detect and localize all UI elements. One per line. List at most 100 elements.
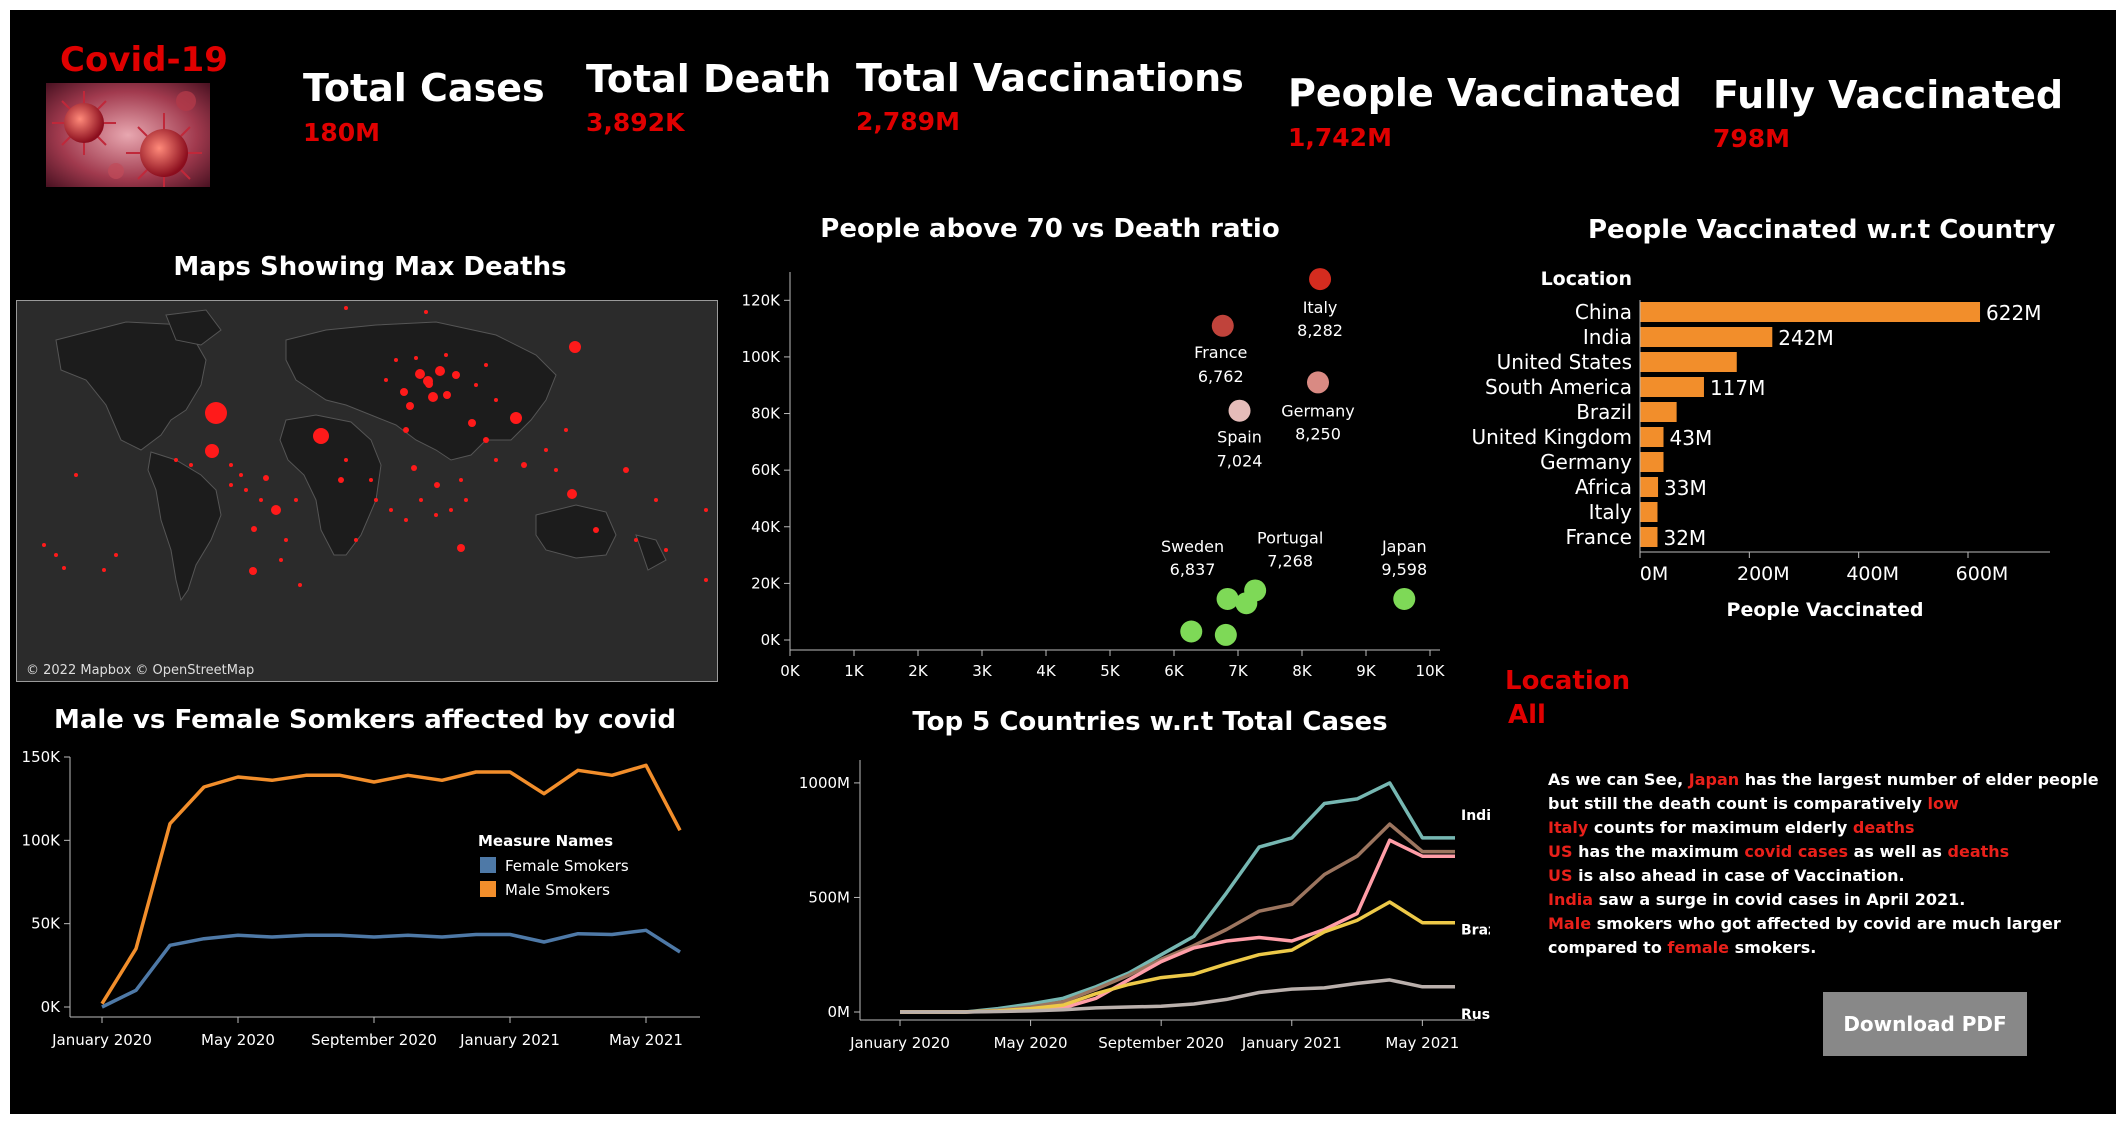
- line-x-tick-label: September 2020: [311, 1031, 437, 1049]
- insight-highlight: US: [1548, 842, 1573, 861]
- scatter-x-tick-label: 8K: [1292, 662, 1313, 680]
- bar[interactable]: [1640, 427, 1664, 447]
- kpi-people-vaccinated-label: People Vaccinated: [1288, 71, 1682, 115]
- legend-title: Measure Names: [478, 832, 613, 850]
- scatter-point[interactable]: [1393, 587, 1416, 610]
- bar-category-label: India: [1583, 325, 1632, 349]
- vaccinated-bar-chart: Location China 622M India 242M United StatesS…: [1471, 268, 2050, 621]
- bar-axis-header: Location: [1541, 268, 1632, 290]
- scatter-point-value: 8,250: [1295, 424, 1341, 443]
- line-series[interactable]: [900, 900, 1455, 1014]
- insight-line: India saw a surge in covid cases in Apri…: [1548, 888, 2116, 912]
- bar[interactable]: [1640, 477, 1659, 497]
- line-x-tick-label: May 2021: [1385, 1034, 1459, 1052]
- location-filter-value[interactable]: All: [1508, 700, 1546, 730]
- bar-data-label: 622M: [1986, 301, 2041, 325]
- bar[interactable]: [1640, 527, 1658, 547]
- scatter-y-tick-label: 100K: [742, 348, 782, 366]
- line-x-tick-label: May 2021: [609, 1031, 683, 1049]
- line-x-tick-label: January 2020: [51, 1031, 152, 1049]
- scatter-y-tick-label: 20K: [751, 574, 781, 592]
- world-map[interactable]: © 2022 Mapbox © OpenStreetMap: [16, 300, 718, 682]
- scatter-x-tick-label: 5K: [1100, 662, 1121, 680]
- kpi-people-vaccinated-value: 1,742M: [1288, 123, 1392, 152]
- scatter-y-tick-label: 0K: [761, 631, 782, 649]
- scatter-point-value: 6,837: [1170, 560, 1216, 579]
- line-y-tick-label: 100K: [22, 831, 62, 849]
- bar[interactable]: [1640, 502, 1658, 522]
- bar-data-label: 43M: [1670, 426, 1713, 450]
- bar[interactable]: [1640, 352, 1737, 372]
- smokers-title: Male vs Female Somkers affected by covid: [53, 705, 677, 735]
- line-x-tick-label: January 2021: [459, 1031, 560, 1049]
- scatter-x-tick-label: 9K: [1356, 662, 1377, 680]
- scatter-point-value: 9,598: [1381, 560, 1427, 579]
- insight-line: Male smokers who got affected by covid a…: [1548, 912, 2116, 960]
- line-series[interactable]: [900, 822, 1455, 1014]
- bar-category-label: Africa: [1575, 475, 1632, 499]
- insight-text: as well as: [1848, 842, 1948, 861]
- scatter-point-name: Sweden: [1161, 537, 1224, 556]
- scatter-point-name: Germany: [1281, 401, 1355, 420]
- scatter-point-value: 7,024: [1217, 452, 1263, 471]
- line-y-tick-label: 0M: [828, 1003, 851, 1021]
- line-series-end-label: Russia: [1461, 1007, 1490, 1023]
- line-x-tick-label: January 2020: [849, 1034, 950, 1052]
- line-x-tick-label: May 2020: [201, 1031, 275, 1049]
- scatter-x-tick-label: 1K: [844, 662, 865, 680]
- map-title: Maps Showing Max Deaths: [173, 252, 567, 282]
- insight-text: has the maximum: [1572, 842, 1745, 861]
- kpi-total-death-label: Total Death: [586, 57, 832, 101]
- insight-text: counts for maximum elderly: [1588, 818, 1853, 837]
- scatter-x-tick-label: 4K: [1036, 662, 1057, 680]
- scatter-point-value: 6,762: [1198, 367, 1244, 386]
- scatter-point[interactable]: [1309, 268, 1332, 291]
- insight-text: is also ahead in case of Vaccination.: [1572, 866, 1905, 885]
- line-series-end-label: Brazil: [1461, 923, 1490, 939]
- scatter-point[interactable]: [1235, 592, 1258, 615]
- line-series[interactable]: [900, 838, 1455, 1014]
- insight-highlight: female: [1667, 938, 1729, 957]
- legend-swatch[interactable]: [480, 881, 496, 897]
- line-y-tick-label: 500M: [808, 888, 850, 906]
- scatter-point[interactable]: [1216, 587, 1239, 610]
- insight-text: smokers.: [1729, 938, 1817, 957]
- smokers-line-chart: 0K 50K 100K 150K January 2020 May 2020 Septemb…: [22, 748, 700, 1049]
- insight-line: US is also ahead in case of Vaccination.: [1548, 864, 2116, 888]
- bar-x-axis-label: People Vaccinated: [1727, 599, 1924, 621]
- kpi-fully-vaccinated-value: 798M: [1713, 124, 1791, 153]
- scatter-point-name: Italy: [1303, 298, 1338, 317]
- insight-highlight: US: [1548, 866, 1573, 885]
- scatter-point-name: Japan: [1381, 537, 1427, 556]
- kpi-total-death-value: 3,892K: [586, 108, 685, 137]
- bar-category-label: United Kingdom: [1471, 425, 1632, 449]
- bar[interactable]: [1640, 402, 1677, 422]
- line-series[interactable]: [900, 978, 1455, 1014]
- line-y-tick-label: 50K: [31, 915, 61, 933]
- line-series[interactable]: [100, 763, 682, 1005]
- line-y-tick-label: 1000M: [799, 774, 850, 792]
- bar[interactable]: [1640, 327, 1773, 347]
- scatter-x-tick-label: 3K: [972, 662, 993, 680]
- scatter-y-tick-label: 120K: [742, 291, 782, 309]
- legend-swatch[interactable]: [480, 857, 496, 873]
- scatter-y-tick-label: 60K: [751, 461, 781, 479]
- scatter-point[interactable]: [1228, 399, 1251, 422]
- bar[interactable]: [1640, 377, 1704, 397]
- scatter-title: People above 70 vs Death ratio: [820, 214, 1280, 244]
- insights-text: As we can See, Japan has the largest num…: [1548, 768, 2116, 960]
- scatter-point[interactable]: [1307, 371, 1329, 394]
- bar-data-label: 33M: [1664, 476, 1707, 500]
- scatter-point[interactable]: [1214, 623, 1237, 646]
- line-series[interactable]: [101, 928, 681, 1009]
- scatter-point[interactable]: [1180, 620, 1203, 643]
- scatter-point[interactable]: [1211, 314, 1234, 337]
- bar[interactable]: [1640, 302, 1981, 322]
- insight-text: smokers who got affected by covid are mu…: [1548, 914, 2061, 957]
- bar[interactable]: [1640, 452, 1664, 472]
- download-pdf-button[interactable]: Download PDF: [1823, 992, 2027, 1056]
- bar-x-tick-label: 200M: [1737, 563, 1790, 585]
- scatter-point-name: Spain: [1217, 428, 1262, 447]
- scatter-point-name: Portugal: [1257, 528, 1323, 547]
- scatter-y-tick-label: 80K: [751, 405, 781, 423]
